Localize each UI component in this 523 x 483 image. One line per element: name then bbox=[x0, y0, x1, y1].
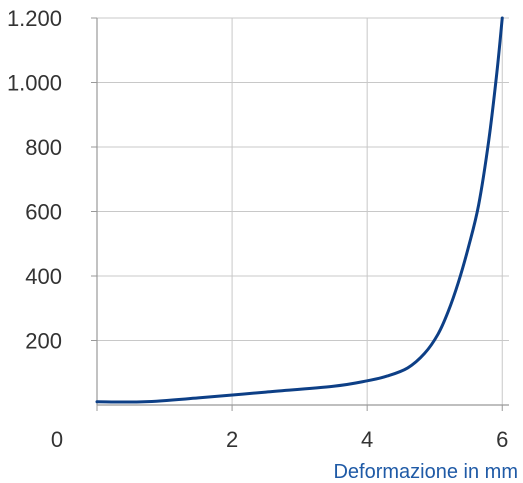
x-tick-label: 2 bbox=[226, 427, 238, 452]
x-tick-label: 6 bbox=[496, 427, 508, 452]
x-axis-title: Deformazione in mm bbox=[333, 461, 518, 483]
y-tick-label: 1.200 bbox=[7, 6, 62, 31]
y-tick-label: 400 bbox=[25, 264, 62, 289]
y-tick-label: 200 bbox=[25, 329, 62, 354]
y-tick-label: 800 bbox=[25, 135, 62, 160]
series-line bbox=[95, 16, 504, 404]
series-layer bbox=[95, 16, 504, 404]
y-tick-label: 1.000 bbox=[7, 71, 62, 96]
y-tick-label: 600 bbox=[25, 200, 62, 225]
tick-labels: 200 400 600 800 1.000 1.200 0 2 4 6 bbox=[7, 6, 508, 452]
x-tick-label: 4 bbox=[361, 427, 373, 452]
grid bbox=[97, 17, 509, 405]
x-tick-label: 0 bbox=[51, 427, 63, 452]
axes bbox=[91, 17, 509, 411]
